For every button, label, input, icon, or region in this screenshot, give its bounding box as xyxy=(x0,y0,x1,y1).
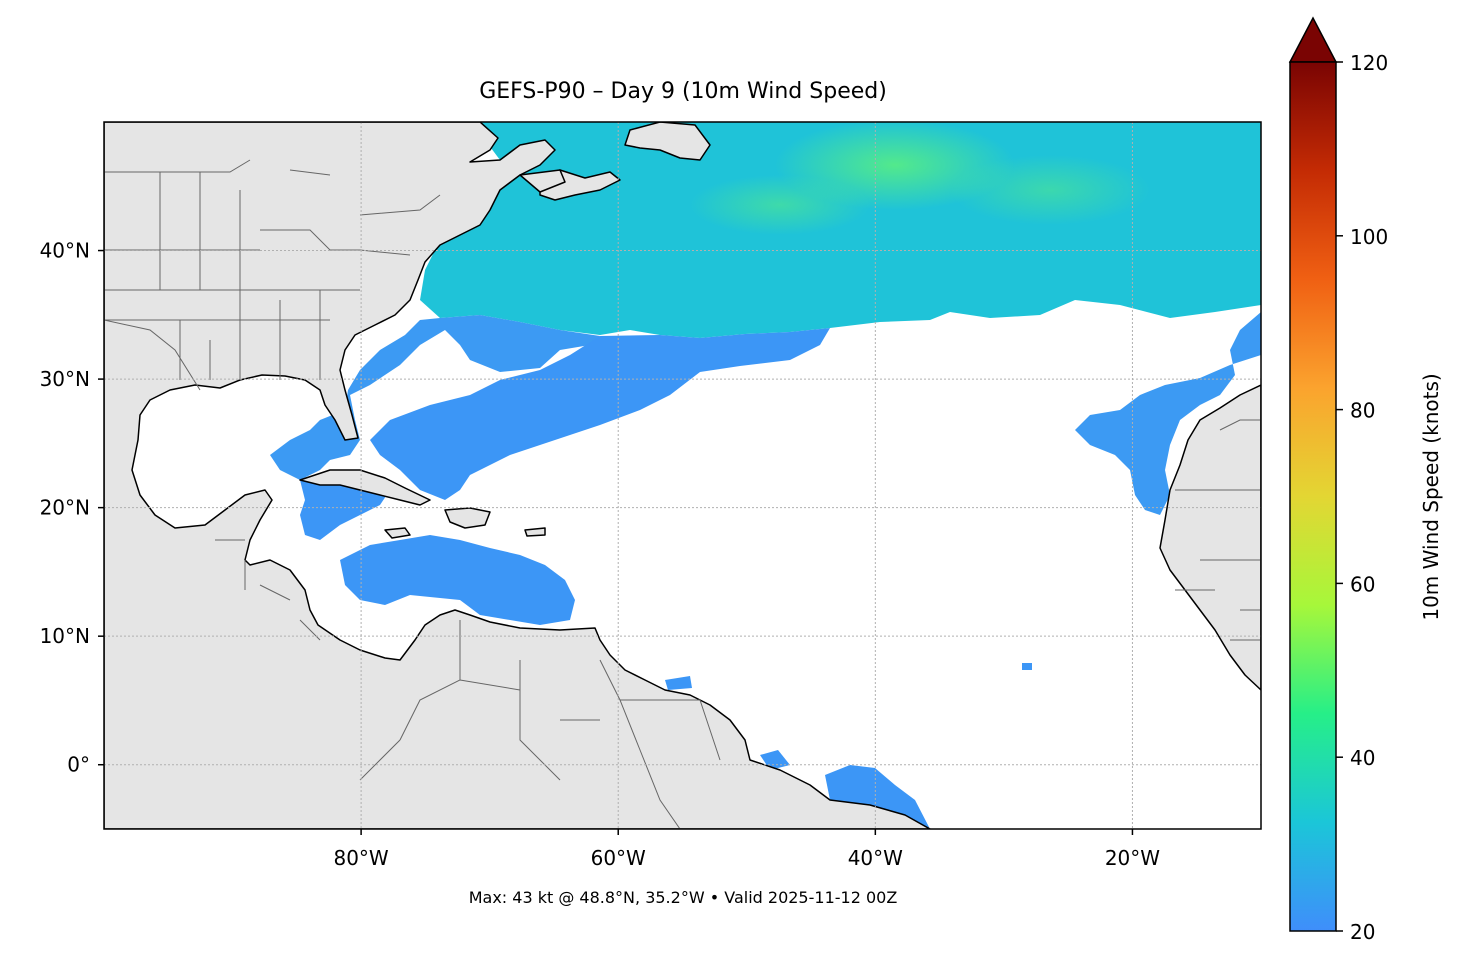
us-state-lines xyxy=(104,172,411,380)
map-panel xyxy=(104,122,1261,829)
longitude-tick-labels: 80°W 60°W 40°W 20°W xyxy=(333,829,1160,870)
nova-scotia-coast xyxy=(519,169,566,193)
lon-tick-label: 20°W xyxy=(1105,846,1160,870)
lon-tick-label: 60°W xyxy=(591,846,646,870)
colorbar-extend-arrow xyxy=(1288,16,1338,63)
colorbar-tick-label: 20 xyxy=(1350,920,1375,944)
colorbar-label: 10m Wind Speed (knots) xyxy=(1419,373,1443,620)
colorbar-tick-label: 100 xyxy=(1350,225,1388,249)
north-america-landmass xyxy=(104,122,931,829)
wind-region-caribbean xyxy=(340,535,575,625)
central-america-borders xyxy=(215,539,321,641)
wind-max-highlight-2 xyxy=(690,175,870,235)
wind-region-east-atlantic xyxy=(1075,312,1261,515)
lat-tick-label: 10°N xyxy=(40,624,90,648)
mexico-border xyxy=(104,319,201,391)
south-america-borders xyxy=(359,620,721,829)
lat-tick-label: 40°N xyxy=(40,239,90,263)
country-borders xyxy=(104,159,1261,829)
colorbar-tick-label: 40 xyxy=(1350,746,1375,770)
wind-region-small-4 xyxy=(1022,663,1032,670)
wind-region-small-2 xyxy=(760,750,790,770)
wind-region-small-1 xyxy=(665,676,692,690)
jamaica-island xyxy=(384,527,411,539)
lon-tick-label: 40°W xyxy=(848,846,903,870)
lat-tick-label: 0° xyxy=(67,753,90,777)
land xyxy=(104,122,1261,829)
greenland-tip xyxy=(624,122,711,161)
colorbar: 120 100 80 60 40 20 10m Wind Speed (knots) xyxy=(1288,16,1443,944)
wind-region-central-atlantic xyxy=(370,328,830,500)
us-canada-border xyxy=(104,159,441,216)
map-gridlines xyxy=(104,122,1261,829)
puerto-rico-island xyxy=(524,527,546,537)
colorbar-tick-label: 60 xyxy=(1350,572,1375,596)
lat-tick-label: 30°N xyxy=(40,367,90,391)
figure-title: GEFS-P90 – Day 9 (10m Wind Speed) xyxy=(479,79,887,104)
cuba-island xyxy=(299,469,431,506)
wind-max-highlight-3 xyxy=(950,155,1150,225)
lon-tick-label: 80°W xyxy=(333,846,388,870)
africa-borders xyxy=(1175,419,1261,641)
colorbar-tick-label: 120 xyxy=(1350,51,1388,75)
africa-landmass xyxy=(1159,384,1261,691)
footer-annotation: Max: 43 kt @ 48.8°N, 35.2°W • Valid 2025… xyxy=(469,888,898,907)
map-frame xyxy=(103,121,1262,830)
lat-tick-label: 20°N xyxy=(40,496,90,520)
colorbar-gradient xyxy=(1289,61,1337,932)
colorbar-tick-label: 80 xyxy=(1350,399,1375,423)
colorbar-ticks: 120 100 80 60 40 20 xyxy=(1336,51,1388,944)
latitude-tick-labels: 40°N 30°N 20°N 10°N 0° xyxy=(40,239,104,777)
